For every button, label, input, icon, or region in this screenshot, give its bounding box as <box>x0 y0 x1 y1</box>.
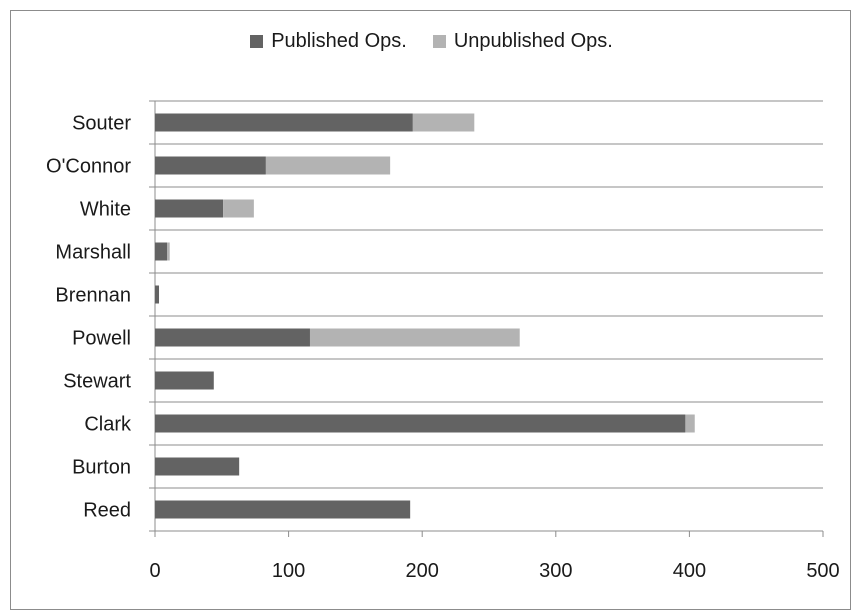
chart-legend: Published Ops. Unpublished Ops. <box>0 30 863 53</box>
bar-unpublished <box>265 156 391 175</box>
bar-published <box>155 457 240 476</box>
bar-published <box>155 113 413 132</box>
bar-unpublished <box>309 328 520 347</box>
bar-published <box>155 285 160 304</box>
legend-item-unpublished: Unpublished Ops. <box>432 30 613 53</box>
bar-published <box>155 156 266 175</box>
bar-published <box>155 371 214 390</box>
legend-item-published: Published Ops. <box>250 30 407 53</box>
category-label: Powell <box>72 328 131 350</box>
category-label: Burton <box>72 457 131 479</box>
bar-published <box>155 199 224 218</box>
bar-published <box>155 328 310 347</box>
bar-published <box>155 500 411 519</box>
bar-unpublished <box>412 113 475 132</box>
bar-published <box>155 414 686 433</box>
category-label: Souter <box>72 113 131 135</box>
x-tick-label: 200 <box>406 560 439 582</box>
category-label: Brennan <box>55 285 131 307</box>
category-label: White <box>80 199 131 221</box>
legend-label-unpublished: Unpublished Ops. <box>453 30 613 52</box>
category-label: Marshall <box>55 242 131 264</box>
x-tick-label: 300 <box>539 560 572 582</box>
legend-label-published: Published Ops. <box>271 30 407 52</box>
legend-swatch-published <box>250 35 264 48</box>
x-tick-label: 0 <box>149 560 160 582</box>
bar-chart: Souter O'Connor White Marshall Brennan Powell… <box>46 100 840 582</box>
bar-unpublished <box>685 414 695 433</box>
category-label: O'Connor <box>46 156 131 178</box>
legend-swatch-unpublished <box>432 35 446 48</box>
x-tick-label: 500 <box>806 560 839 582</box>
bar-unpublished <box>167 242 170 261</box>
bar-published <box>155 242 168 261</box>
x-tick-label: 100 <box>272 560 305 582</box>
category-label: Clark <box>84 414 132 436</box>
category-label: Reed <box>83 500 131 522</box>
bar-unpublished <box>223 199 254 218</box>
category-label: Stewart <box>63 371 131 393</box>
x-tick-label: 400 <box>673 560 706 582</box>
